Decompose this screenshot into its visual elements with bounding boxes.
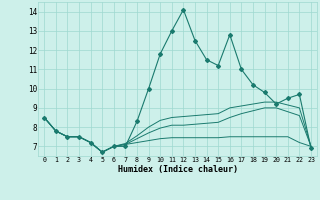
X-axis label: Humidex (Indice chaleur): Humidex (Indice chaleur) xyxy=(118,165,238,174)
